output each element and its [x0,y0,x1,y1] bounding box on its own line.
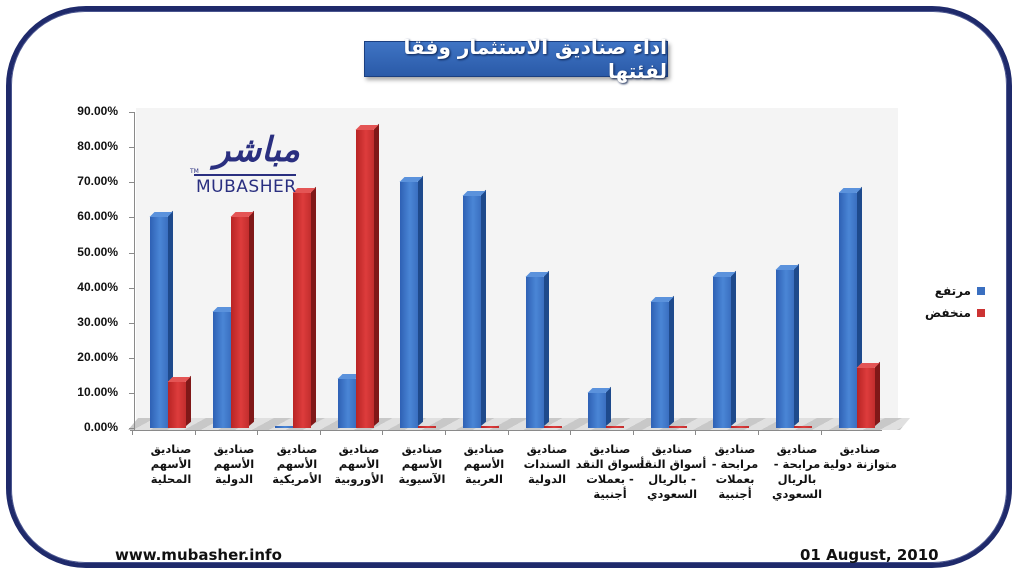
x-category-label: صناديق السندات الدولية [523,442,571,486]
x-tick-mark [570,430,571,435]
x-category-label: صناديق مرابحة - بالريال السعودي [771,442,823,501]
bar-up [149,211,173,428]
x-category-label: صناديق أسواق النقد - بالريال السعودي [637,442,707,501]
bar-up [462,190,486,428]
x-category-label: صناديق الأسهم العربية [463,442,505,486]
y-tick-mark [129,357,135,359]
y-tick-label: 10.00% [77,384,118,399]
bar-up [650,295,674,428]
y-axis [134,112,135,430]
x-category-label: صناديق الأسهم الأوروبية [334,442,384,486]
plot-area [136,108,898,428]
bar-up [712,270,737,428]
x-tick-mark [320,430,321,435]
bar-down [355,123,379,428]
x-category-label: صناديق مرابحة - بعملات أجنبية [711,442,759,501]
x-tick-mark [445,430,446,435]
bar-down [668,426,687,428]
y-tick-mark [129,147,135,149]
logo-english: MUBASHER [196,177,297,197]
x-tick-mark [257,430,258,435]
y-tick-label: 90.00% [77,104,118,119]
y-tick-mark [129,112,135,114]
logo-arabic: مباشر [213,130,300,170]
y-tick-mark [129,287,135,289]
legend-item-up: مرتفع [925,280,985,302]
bar-down [230,211,254,428]
bar-up [587,386,612,428]
bar-up [838,186,862,428]
y-tick-label: 80.00% [77,139,118,154]
y-tick-label: 0.00% [83,420,118,434]
logo-tm: TM [190,168,199,175]
legend: مرتفع منخفض [925,280,985,324]
bar-up [775,263,799,428]
y-tick-label: 30.00% [77,314,118,329]
bar-down [481,426,499,428]
legend-swatch-up [976,287,985,295]
y-tick-mark [129,217,135,219]
x-tick-mark [633,430,634,435]
x-tick-mark [195,430,196,435]
footer-url: www.mubasher.info [115,546,282,564]
y-tick-label: 20.00% [77,349,118,364]
y-tick-mark [129,182,135,184]
bar-down [292,186,317,428]
bar-down [856,362,880,428]
bar-down [167,376,191,428]
y-tick-mark [129,252,135,254]
mubasher-logo: مباشر TM MUBASHER [190,130,300,197]
x-tick-mark [821,430,822,435]
x-tick-mark [508,430,509,435]
y-tick-label: 40.00% [77,279,118,294]
bar-up [399,176,424,428]
bar-down [606,426,625,428]
x-tick-mark [695,430,696,435]
bar-down [543,426,562,428]
legend-item-down: منخفض [925,302,985,324]
y-tick-label: 70.00% [77,174,118,189]
y-tick-mark [129,322,135,324]
x-tick-mark [132,430,133,435]
x-category-label: صناديق الأسهم المحلية [150,442,192,486]
bar-down [794,426,812,428]
x-category-label: صناديق متوازنة دولية [823,442,897,471]
chart-title-box: اداء صناديق الاستثمار وفقا لفئتها [364,35,668,83]
x-category-label: صناديق الأسهم الدولية [213,442,255,486]
y-tick-label: 60.00% [77,209,118,224]
x-axis [130,430,882,431]
x-category-label: صناديق أسواق النقد - بعملات أجنبية [575,442,645,501]
legend-label-up: مرتفع [934,284,971,298]
bar-down [418,426,437,428]
legend-label-down: منخفض [925,306,971,320]
bar-down [731,426,750,428]
bar-up [337,372,361,428]
x-tick-mark [382,430,383,435]
outer-frame [6,6,1012,568]
x-category-label: صناديق الأسهم الأمريكية [272,442,322,486]
x-tick-mark [758,430,759,435]
chart-title: اداء صناديق الاستثمار وفقا لفئتها [403,35,668,83]
y-tick-mark [129,428,135,429]
footer-date: 01 August, 2010 [800,546,939,564]
y-tick-mark [129,392,135,394]
bar-up [525,270,549,428]
bar-up [212,305,236,428]
x-category-label: صناديق الأسهم الآسيوية [398,442,446,486]
bar-up [275,426,294,428]
legend-swatch-down [976,309,985,317]
inner-frame [11,11,1007,563]
logo-divider [194,174,296,176]
y-tick-label: 50.00% [77,244,118,259]
